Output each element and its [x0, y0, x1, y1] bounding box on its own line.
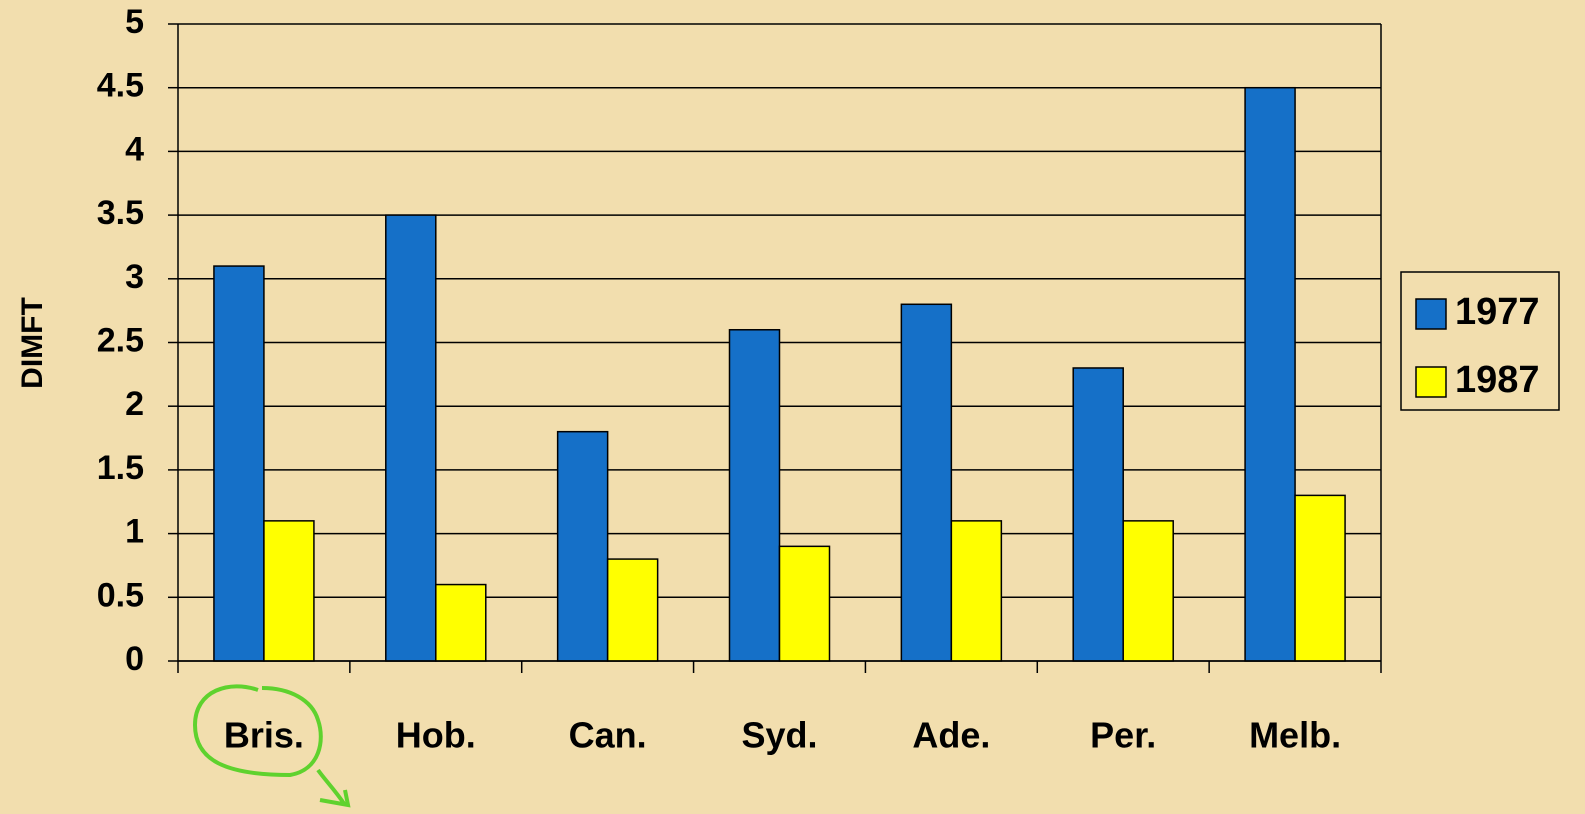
bar	[900, 303, 953, 662]
bar	[385, 214, 437, 662]
y-tick-label: 3.5	[97, 194, 144, 232]
y-tick-label: 4.5	[97, 67, 144, 105]
y-tick-label: 0	[125, 640, 144, 678]
bar	[1122, 520, 1174, 662]
bar	[1294, 494, 1346, 662]
annotation-circle	[192, 684, 323, 778]
legend-label: 1987	[1455, 359, 1540, 401]
x-tick-label: Hob.	[396, 715, 476, 756]
x-tick-label: Bris.	[224, 715, 304, 756]
bar	[728, 329, 781, 662]
y-tick-label: 1	[125, 513, 144, 551]
y-tick-label: 2	[125, 385, 144, 423]
y-axis-label: DIMFT	[16, 297, 49, 389]
bar	[778, 545, 831, 662]
x-tick-label: Per.	[1090, 715, 1156, 756]
legend-label: 1977	[1455, 291, 1540, 333]
bar	[1244, 86, 1296, 662]
x-tick-label: Syd.	[741, 715, 817, 756]
x-tick-label: Can.	[569, 715, 647, 756]
bar	[556, 430, 609, 662]
bar	[263, 520, 315, 662]
annotation-arrow	[316, 768, 351, 808]
x-tick-label: Ade.	[912, 715, 990, 756]
bar	[1072, 367, 1124, 662]
legend-swatch	[1415, 366, 1447, 398]
y-tick-label: 2.5	[97, 321, 144, 359]
bar	[435, 583, 487, 662]
bar	[606, 558, 659, 662]
bar	[213, 265, 265, 662]
y-tick-label: 5	[125, 3, 144, 41]
legend-swatch	[1415, 298, 1447, 330]
y-tick-label: 4	[125, 130, 144, 168]
x-tick-label: Melb.	[1249, 715, 1341, 756]
y-tick-label: 1.5	[97, 449, 144, 487]
y-tick-label: 0.5	[97, 576, 144, 614]
bar	[950, 520, 1003, 662]
y-tick-label: 3	[125, 258, 144, 296]
